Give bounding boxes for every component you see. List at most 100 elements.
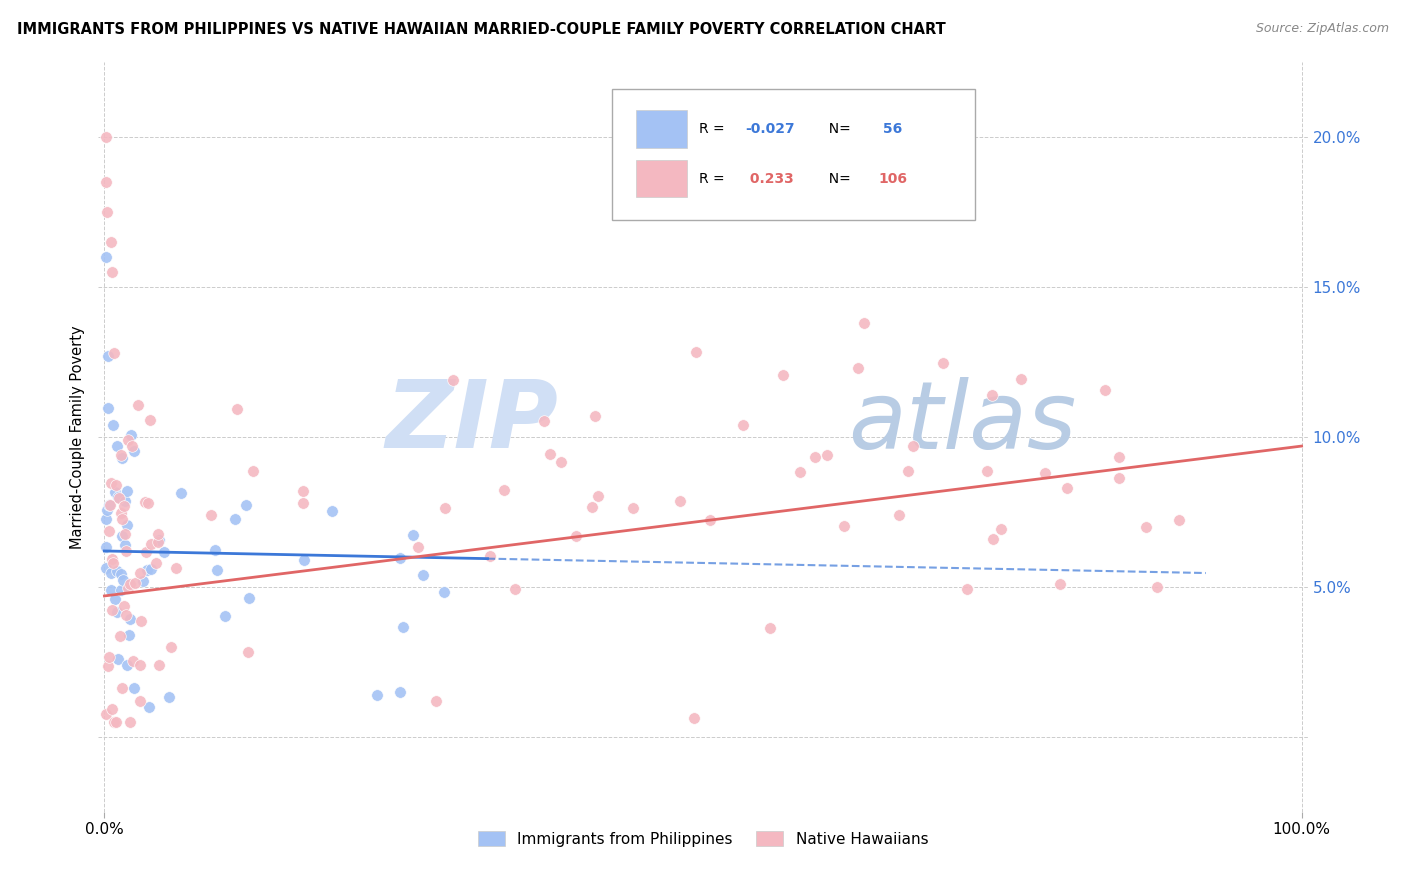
Point bbox=[1108, 450, 1130, 464]
Point bbox=[98, 499, 121, 513]
Point bbox=[97, 349, 120, 363]
Point bbox=[669, 494, 692, 508]
Point bbox=[120, 428, 142, 442]
Point bbox=[135, 545, 157, 559]
Point bbox=[165, 560, 187, 574]
Point bbox=[236, 645, 259, 659]
Point bbox=[110, 681, 132, 695]
FancyBboxPatch shape bbox=[613, 88, 976, 219]
Point bbox=[586, 489, 609, 503]
Point bbox=[107, 652, 129, 666]
Point bbox=[94, 560, 117, 574]
Point bbox=[132, 574, 155, 588]
Text: 106: 106 bbox=[879, 171, 907, 186]
Point bbox=[152, 544, 174, 558]
Point bbox=[1108, 471, 1130, 485]
Point bbox=[124, 681, 146, 696]
Point bbox=[117, 434, 139, 448]
Point bbox=[120, 577, 142, 591]
Point bbox=[903, 439, 925, 453]
Point bbox=[110, 506, 132, 520]
Point bbox=[103, 556, 125, 570]
Point bbox=[118, 714, 141, 729]
Point bbox=[138, 699, 160, 714]
Point bbox=[242, 464, 264, 478]
Point bbox=[846, 361, 869, 376]
Point bbox=[815, 448, 838, 462]
Point bbox=[146, 535, 169, 549]
Point bbox=[887, 508, 910, 523]
Text: R =: R = bbox=[699, 122, 730, 136]
Point bbox=[494, 483, 516, 497]
Point bbox=[98, 499, 121, 513]
FancyBboxPatch shape bbox=[637, 160, 688, 197]
Text: 56: 56 bbox=[879, 122, 903, 136]
Point bbox=[200, 508, 222, 523]
Point bbox=[108, 629, 131, 643]
Point bbox=[433, 501, 456, 516]
Legend: Immigrants from Philippines, Native Hawaiians: Immigrants from Philippines, Native Hawa… bbox=[471, 825, 935, 853]
Point bbox=[897, 464, 920, 478]
Point bbox=[108, 491, 131, 505]
Point bbox=[214, 608, 236, 623]
Point bbox=[1033, 466, 1056, 480]
Text: IMMIGRANTS FROM PHILIPPINES VS NATIVE HAWAIIAN MARRIED-COUPLE FAMILY POVERTY COR: IMMIGRANTS FROM PHILIPPINES VS NATIVE HA… bbox=[17, 22, 946, 37]
Point bbox=[101, 418, 124, 433]
Point bbox=[111, 451, 134, 466]
Point bbox=[103, 346, 125, 360]
Point bbox=[157, 690, 180, 705]
Point bbox=[408, 540, 430, 554]
Point bbox=[94, 175, 117, 189]
Point bbox=[100, 551, 122, 566]
Point bbox=[932, 355, 955, 369]
Point bbox=[1146, 580, 1168, 594]
Point bbox=[772, 368, 794, 383]
Point bbox=[205, 563, 228, 577]
Point bbox=[105, 605, 128, 619]
Point bbox=[97, 524, 120, 538]
Point bbox=[117, 518, 139, 533]
Point bbox=[292, 553, 315, 567]
Point bbox=[291, 496, 314, 510]
Point bbox=[114, 538, 136, 552]
Point bbox=[114, 526, 136, 541]
Point bbox=[733, 418, 755, 433]
Point bbox=[100, 566, 122, 581]
Point bbox=[392, 620, 415, 634]
Point bbox=[139, 562, 162, 576]
Point bbox=[121, 654, 143, 668]
Point bbox=[121, 439, 143, 453]
Point bbox=[120, 611, 142, 625]
Point bbox=[683, 711, 706, 725]
Point bbox=[1049, 577, 1071, 591]
Point bbox=[128, 658, 150, 673]
Point bbox=[169, 486, 191, 500]
Point bbox=[685, 344, 707, 359]
Point bbox=[110, 448, 132, 462]
Point bbox=[97, 659, 120, 673]
Point bbox=[107, 490, 129, 504]
Point bbox=[235, 499, 257, 513]
Point bbox=[425, 694, 447, 708]
FancyBboxPatch shape bbox=[637, 111, 688, 148]
Point bbox=[699, 513, 721, 527]
Point bbox=[1094, 383, 1116, 397]
Point bbox=[104, 592, 127, 607]
Text: N=: N= bbox=[820, 122, 855, 136]
Point bbox=[479, 549, 502, 564]
Point bbox=[104, 714, 127, 729]
Point bbox=[990, 523, 1012, 537]
Point bbox=[101, 265, 124, 279]
Point bbox=[402, 528, 425, 542]
Point bbox=[105, 439, 128, 453]
Point bbox=[980, 388, 1002, 402]
Point bbox=[105, 478, 128, 492]
Point bbox=[538, 447, 561, 461]
Point bbox=[139, 412, 162, 426]
Point bbox=[789, 465, 811, 479]
Point bbox=[94, 707, 117, 722]
Point bbox=[110, 582, 132, 597]
Point bbox=[503, 582, 526, 596]
Point bbox=[224, 512, 246, 526]
Point bbox=[136, 496, 159, 510]
